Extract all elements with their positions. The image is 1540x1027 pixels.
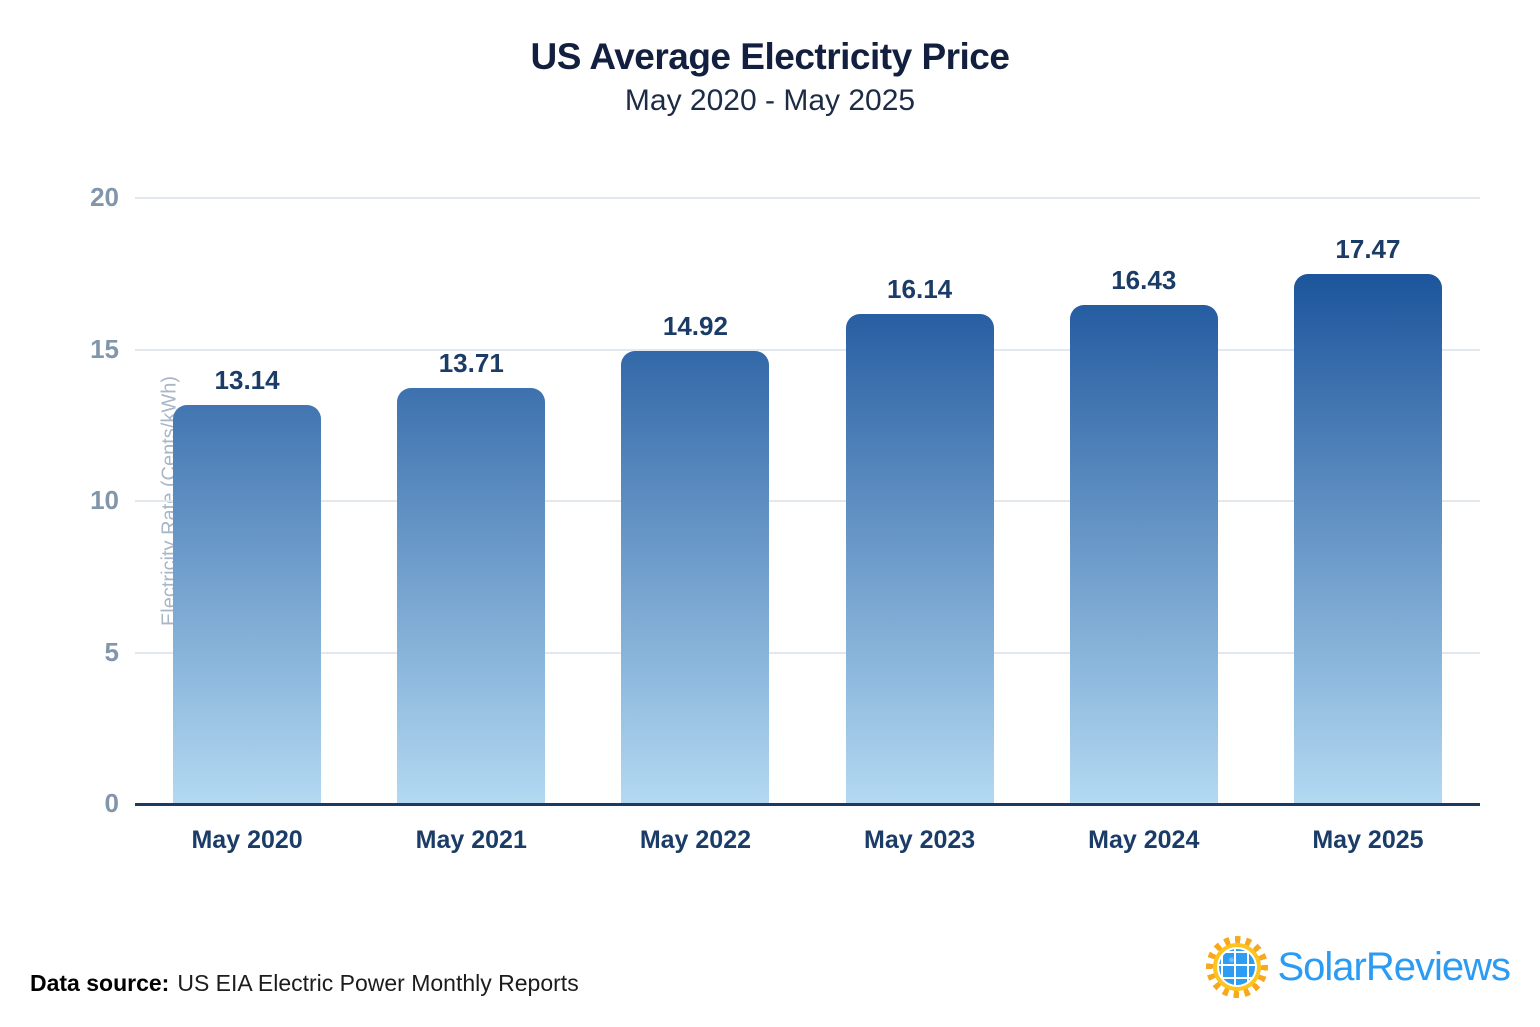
bar-may-2021: 13.71 xyxy=(397,348,546,803)
x-axis-label: May 2024 xyxy=(1088,826,1200,854)
y-axis-tick-label: 5 xyxy=(104,636,119,667)
x-axis-label: May 2022 xyxy=(639,826,752,854)
x-axis-label: May 2025 xyxy=(1312,826,1424,854)
bar-value-label: 16.43 xyxy=(1111,265,1177,296)
bar-value-label: 17.47 xyxy=(1335,233,1401,264)
solar-panel-circle xyxy=(1217,947,1258,987)
bar-value-label: 16.14 xyxy=(887,273,953,304)
bar-may-2020: 13.14 xyxy=(173,365,322,803)
bars-row: 13.14 13.71 14.92 16.14 16.43 17.47 xyxy=(135,197,1480,803)
bar-may-2023: 16.14 xyxy=(845,274,994,803)
y-axis-tick-label: 15 xyxy=(90,333,119,364)
x-axis-label: May 2023 xyxy=(864,826,976,854)
bar-may-2022: 14.92 xyxy=(621,311,770,803)
bar-slot: 13.71 xyxy=(359,197,583,803)
sun-solar-panel-icon xyxy=(1206,936,1269,998)
data-source: Data source: US EIA Electric Power Monthl… xyxy=(30,970,579,997)
bar-value-label: 13.71 xyxy=(438,347,504,378)
bar-slot: 16.14 xyxy=(808,197,1032,803)
plot-area: 0 5 10 15 20 13.14 13.71 14.92 16.14 16.43 17.47 xyxy=(90,184,1480,816)
x-axis-labels: May 2020 May 2021 May 2022 May 2023 May 2024… xyxy=(135,826,1480,855)
bar-value-label: 13.14 xyxy=(214,364,280,395)
y-axis-tick-label: 20 xyxy=(90,182,119,212)
gridline xyxy=(135,197,1480,199)
gridline xyxy=(135,651,1480,654)
bar-slot: 13.14 xyxy=(135,197,359,803)
bar-slot: 16.43 xyxy=(1032,197,1256,803)
chart-subtitle: May 2020 - May 2025 xyxy=(624,84,916,117)
bar-value-label: 14.92 xyxy=(662,310,728,341)
logo-text: SolarReviews xyxy=(1277,944,1511,989)
x-axis-label: May 2021 xyxy=(415,826,527,854)
y-axis-tick-label: 0 xyxy=(104,788,119,818)
gridline xyxy=(135,348,1480,351)
x-axis-label: May 2020 xyxy=(191,826,303,854)
bar-may-2025: 17.47 xyxy=(1293,234,1442,803)
chart-title: US Average Electricity Price xyxy=(530,36,1010,77)
gridline xyxy=(135,500,1480,502)
bar-slot: 14.92 xyxy=(583,197,807,803)
data-source-label: Data source: xyxy=(30,970,170,996)
y-axis-tick-label: 10 xyxy=(90,485,119,515)
bar-may-2024: 16.43 xyxy=(1069,265,1218,803)
solarreviews-logo: SolarReviews xyxy=(1206,936,1511,998)
bar-slot: 17.47 xyxy=(1256,197,1480,803)
data-source-text: US EIA Electric Power Monthly Reports xyxy=(177,970,579,996)
